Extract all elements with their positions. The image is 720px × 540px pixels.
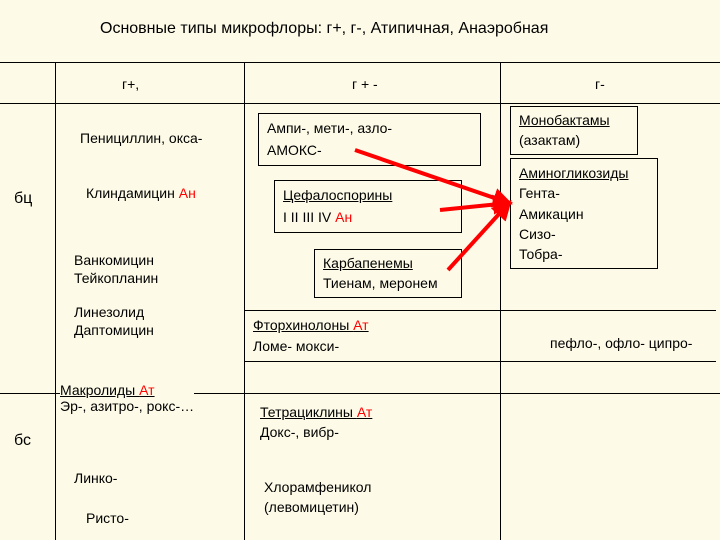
- amino-box: Аминогликозиды Гента- Амикацин Сизо- Тоб…: [510, 158, 658, 269]
- v-line-2: [244, 62, 245, 540]
- carba-title: Карбапенемы: [323, 255, 413, 271]
- tetra-title: Тетрациклины: [260, 404, 357, 420]
- risto-label: Ристо-: [86, 510, 129, 526]
- mono-title: Монобактамы: [519, 112, 610, 128]
- ceph-box: Цефалоспорины I II III IV Ан: [274, 180, 462, 233]
- amino-title: Аминогликозиды: [519, 165, 628, 181]
- tetra-tag: Ат: [357, 404, 372, 420]
- vancomycin-label: Ванкомицин: [74, 252, 154, 268]
- carba-examples: Тиенам, меронем: [323, 275, 438, 291]
- fluo-inner-divider: [500, 310, 501, 361]
- clindamycin-label: Клиндамицин Ан: [86, 185, 196, 201]
- ceph-gen-text: I II III IV: [283, 209, 335, 225]
- v-line-3: [500, 62, 501, 540]
- h-line-2: [0, 103, 720, 104]
- ampi-box: Ампи-, мети-, азло- АМОКС-: [258, 113, 481, 166]
- macro-tag: Ат: [139, 382, 154, 398]
- ceph-title: Цефалоспорины: [283, 187, 392, 203]
- amino-l1: Гента-: [519, 185, 560, 201]
- fluo-left-examples: Ломе- мокси-: [253, 338, 339, 354]
- v-line-1: [55, 62, 56, 540]
- chloram-l1: Хлорамфеникол: [264, 479, 371, 495]
- penicillin-label: Пенициллин, окса-: [80, 130, 202, 146]
- amino-l4: Тобра-: [519, 246, 563, 262]
- page-root: Основные типы микрофлоры: г+, г-, Атипич…: [0, 0, 720, 540]
- teicoplanin-label: Тейкопланин: [74, 270, 158, 286]
- mono-box: Монобактамы (азактам): [510, 106, 638, 155]
- chloram-l2: (левомицетин): [264, 499, 359, 515]
- macrolides-block: Макролиды Ат Эр-, азитро-, рокс-…: [60, 382, 194, 414]
- col-header-gneg: г-: [595, 76, 605, 92]
- daptomycin-label: Даптомицин: [74, 322, 154, 338]
- ampi-line1: Ампи-, мети-, азло-: [267, 120, 392, 136]
- linco-label: Линко-: [74, 470, 117, 486]
- row-label-bc: бц: [14, 190, 32, 208]
- macrolides-title: Макролиды Ат: [60, 382, 155, 398]
- ceph-generations: I II III IV Ан: [283, 209, 352, 225]
- chloram-block: Хлорамфеникол (левомицетин): [264, 478, 371, 517]
- fluo-title-wrap: Фторхинолоны Ат: [253, 317, 369, 333]
- tetra-title-wrap: Тетрациклины Ат: [260, 404, 372, 420]
- ceph-tag: Ан: [335, 209, 352, 225]
- tetra-block: Тетрациклины Ат Докс-, вибр-: [260, 403, 372, 442]
- tetra-examples: Докс-, вибр-: [260, 424, 339, 440]
- ampi-line2: АМОКС-: [267, 142, 322, 158]
- clinda-text: Клиндамицин: [86, 185, 179, 201]
- col-header-gpm: г + -: [352, 76, 378, 92]
- fluo-title: Фторхинолоны: [253, 317, 353, 333]
- fluo-right-examples: пефло-, офло- ципро-: [550, 335, 692, 351]
- row-label-bs: бс: [14, 432, 31, 450]
- clinda-tag: Ан: [179, 185, 196, 201]
- amino-l3: Сизо-: [519, 226, 556, 242]
- macro-label-text: Макролиды: [60, 382, 139, 398]
- page-title: Основные типы микрофлоры: г+, г-, Атипич…: [100, 20, 548, 38]
- linezolid-label: Линезолид: [74, 304, 144, 320]
- col-header-gpos: г+,: [122, 76, 139, 92]
- h-line-1: [0, 62, 720, 63]
- macrolides-examples: Эр-, азитро-, рокс-…: [60, 398, 194, 414]
- carba-box: Карбапенемы Тиенам, меронем: [314, 249, 462, 298]
- amino-l2: Амикацин: [519, 206, 584, 222]
- mono-examples: (азактам): [519, 132, 580, 148]
- fluo-tag: Ат: [353, 317, 368, 333]
